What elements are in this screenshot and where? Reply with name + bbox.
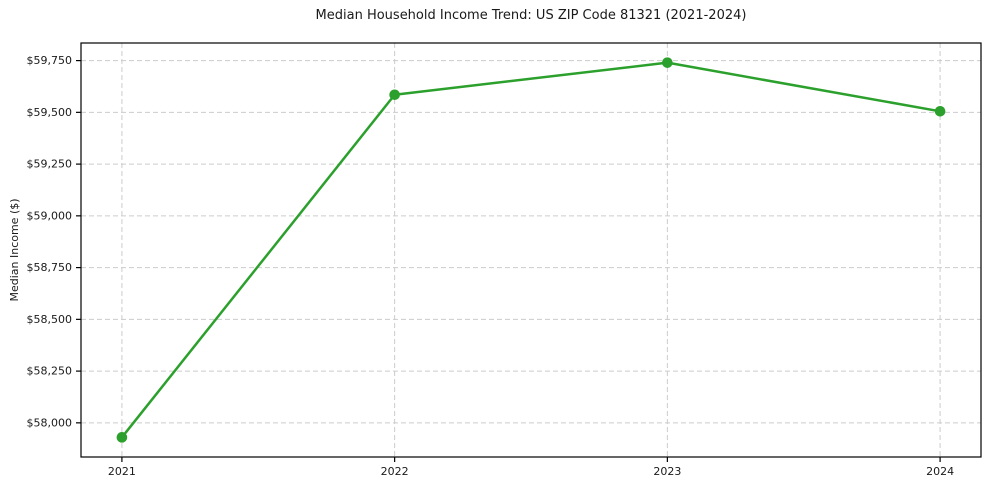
data-point-2021	[116, 432, 128, 443]
data-point-2024	[934, 106, 946, 117]
chart-title: Median Household Income Trend: US ZIP Co…	[315, 8, 747, 23]
y-tick-label: $59,500	[27, 106, 73, 119]
x-tick-label: 2023	[653, 465, 681, 478]
gridlines	[81, 43, 981, 457]
y-tick-label: $59,000	[27, 209, 73, 222]
plot-border	[80, 42, 982, 458]
trend-line	[120, 61, 942, 439]
x-tick-label: 2022	[381, 465, 409, 478]
y-tick-label: $58,500	[27, 313, 73, 326]
axis-ticks	[76, 59, 941, 462]
x-tick-label: 2021	[108, 465, 136, 478]
y-tick-label: $58,750	[27, 261, 73, 274]
x-tick-label: 2024	[926, 465, 954, 478]
y-tick-label: $59,250	[27, 158, 73, 171]
y-tick-label: $58,250	[27, 365, 73, 378]
tick-labels: $58,000 $58,250 $58,500 $58,750 $59,000 $59,2…	[27, 54, 955, 478]
y-tick-label: $59,750	[27, 54, 73, 67]
data-point-2023	[662, 57, 673, 68]
y-tick-label: $58,000	[27, 416, 73, 429]
data-point-2022	[389, 89, 400, 101]
